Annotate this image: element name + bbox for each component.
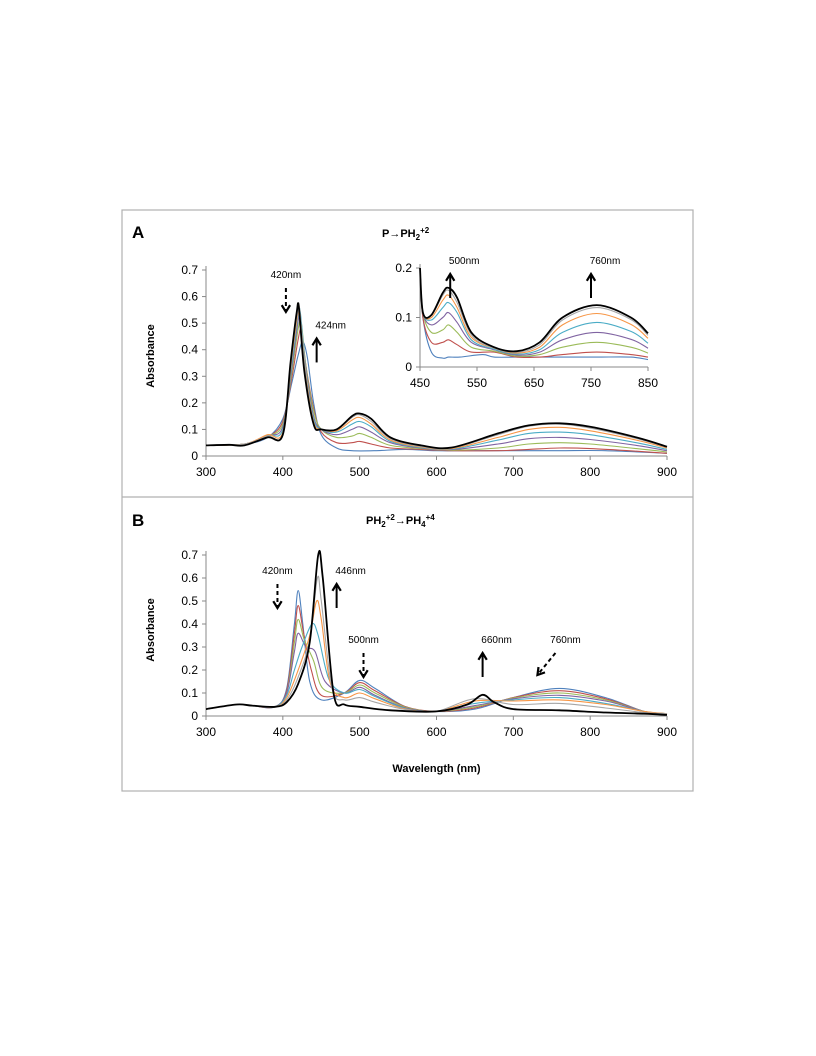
x-tick-label: 600 (426, 465, 446, 479)
x-tick-label: 800 (580, 725, 600, 739)
y-tick-label: 0.6 (181, 571, 198, 585)
title-part: 2 (381, 520, 386, 529)
panel-b-letter: B (132, 511, 144, 530)
x-tick-label: 700 (503, 725, 523, 739)
title-part: 2 (416, 233, 421, 242)
annotation-arrow-head (445, 271, 456, 282)
x-axis-label: Wavelength (nm) (392, 763, 481, 775)
y-tick-label: 0.6 (181, 290, 198, 304)
y-tick-label: 0 (191, 709, 198, 723)
y-axis-label: Absorbance (145, 598, 157, 662)
y-axis-label: Absorbance (145, 324, 157, 388)
inset-background (384, 262, 662, 393)
annotation-arrow-head (477, 650, 488, 661)
annotation-arrow-head (280, 304, 292, 315)
title-part: 4 (421, 520, 426, 529)
series-line-2 (419, 267, 649, 357)
x-tick-label: 900 (657, 725, 677, 739)
x-tick-label: 400 (273, 465, 293, 479)
x-tick-label: 400 (273, 725, 293, 739)
annotation-label: 420nm (271, 270, 302, 281)
title-part: PH (366, 515, 381, 527)
chart-b-main: 0 0.1 0.2 0.3 0.4 0.5 0.6 0.7 300 400 500 600 700 800… (145, 548, 677, 775)
annotation-label: 424nm (315, 320, 346, 331)
annotation-arrow-head (358, 669, 369, 680)
x-tick-label: 500 (350, 725, 370, 739)
y-tick-label: 0.2 (181, 396, 198, 410)
series-line-3 (419, 267, 649, 356)
series-line-5 (419, 267, 649, 354)
title-part: P→PH (382, 228, 416, 240)
y-tick-label: 0.1 (181, 686, 198, 700)
y-tick-label: 0.2 (181, 663, 198, 677)
chart-a-inset: 0 0.1 0.2 450 550 650 750 850 500nm 760nm (384, 256, 662, 393)
title-part: +2 (386, 513, 396, 522)
x-tick-label: 600 (426, 725, 446, 739)
chart-a-main: 0 0.1 0.2 0.3 0.4 0.5 0.6 0.7 300 400 500 600 700 800… (145, 263, 677, 479)
y-tick-label: 0.1 (181, 422, 198, 436)
panel-b-title: PH2+2→PH4+4 (366, 513, 435, 529)
y-tick-label: 0.1 (395, 311, 412, 325)
annotation-arrow-head (311, 336, 322, 346)
annotation-label: 760nm (550, 635, 581, 646)
y-tick-label: 0.5 (181, 594, 198, 608)
series-line-7 (419, 267, 649, 353)
y-tick-label: 0 (191, 449, 198, 463)
title-part: →PH (395, 515, 421, 527)
y-tick-label: 0.7 (181, 548, 198, 562)
annotation-arrow-head (331, 581, 342, 592)
annotation-arrow-head (536, 666, 546, 677)
x-tick-label: 900 (657, 465, 677, 479)
x-tick-label: 650 (524, 376, 544, 390)
series-line-7 (205, 549, 668, 716)
y-tick-label: 0.4 (181, 617, 198, 631)
series-line-1 (419, 267, 649, 359)
y-tick-label: 0.4 (181, 343, 198, 357)
panel-a-title: P→PH2+2 (382, 226, 430, 242)
y-tick-label: 0.5 (181, 316, 198, 330)
x-tick-label: 500 (350, 465, 370, 479)
x-tick-label: 850 (638, 376, 658, 390)
panel-a-letter: A (132, 223, 144, 242)
y-tick-label: 0.2 (395, 261, 412, 275)
annotation-arrow-shaft (536, 652, 557, 676)
x-tick-label: 300 (196, 725, 216, 739)
annotation-label: 660nm (481, 635, 512, 646)
title-part: +2 (420, 226, 430, 235)
x-tick-label: 750 (581, 376, 601, 390)
annotation-label: 500nm (449, 256, 480, 267)
series-line-7 (205, 302, 668, 450)
y-tick-label: 0.3 (181, 640, 198, 654)
series-line-0 (419, 267, 649, 361)
series-line-4 (419, 267, 649, 355)
y-tick-label: 0.7 (181, 263, 198, 277)
title-part: +4 (426, 513, 436, 522)
x-tick-label: 300 (196, 465, 216, 479)
x-tick-label: 700 (503, 465, 523, 479)
x-tick-label: 550 (467, 376, 487, 390)
annotation-arrow-head (272, 600, 283, 611)
annotation-label: 446nm (335, 566, 366, 577)
annotation-label: 760nm (590, 256, 621, 267)
x-tick-label: 800 (580, 465, 600, 479)
y-tick-label: 0.3 (181, 369, 198, 383)
y-tick-label: 0 (405, 360, 412, 374)
annotation-label: 420nm (262, 566, 293, 577)
annotation-label: 500nm (348, 635, 379, 646)
annotation-arrow-head (585, 271, 597, 282)
x-tick-label: 450 (410, 376, 430, 390)
